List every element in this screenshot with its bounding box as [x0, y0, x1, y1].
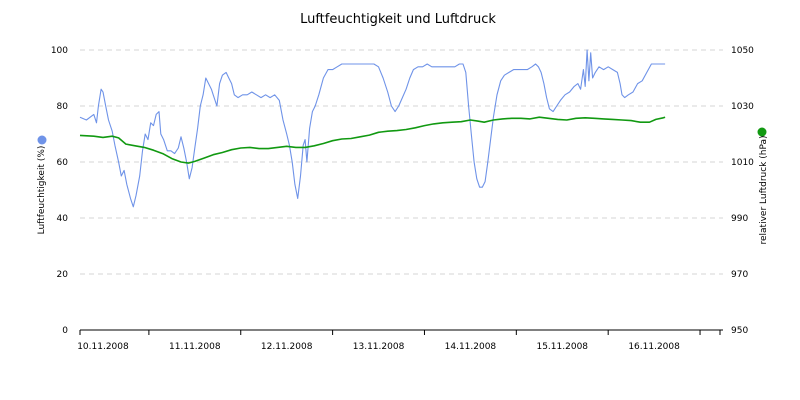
right-tick-label: 1010: [731, 158, 754, 168]
chart-title: Luftfeuchtigkeit und Luftdruck: [300, 12, 496, 27]
humidity-series-line: [79, 49, 666, 208]
x-tick-label: 14.11.2008: [445, 342, 497, 352]
right-axis-tick-labels: 950 970 990 1010 1030 1050: [731, 46, 754, 336]
right-tick-label: 1030: [731, 102, 754, 112]
right-tick-label: 950: [731, 326, 748, 336]
series-layer: [79, 49, 666, 208]
left-tick-label: 40: [57, 214, 69, 224]
x-tick-label: 10.11.2008: [77, 342, 129, 352]
right-tick-label: 970: [731, 270, 748, 280]
pressure-series-line: [79, 116, 666, 164]
x-tick-label: 13.11.2008: [353, 342, 405, 352]
x-tick-label: 16.11.2008: [628, 342, 680, 352]
left-tick-label: 100: [51, 46, 68, 56]
left-tick-label: 80: [57, 102, 69, 112]
left-axis-label: Luftfeuchtigkeit (%): [37, 146, 47, 235]
pressure-legend-dot: [757, 127, 767, 137]
gridlines: [80, 49, 723, 275]
right-tick-label: 1050: [731, 46, 754, 56]
left-tick-label: 20: [57, 270, 69, 280]
left-tick-label: 60: [57, 158, 69, 168]
right-axis-label: relativer Luftdruck (hPa): [759, 135, 769, 244]
left-tick-label: 0: [62, 326, 68, 336]
x-tick-label: 11.11.2008: [169, 342, 221, 352]
x-tick-label: 12.11.2008: [261, 342, 313, 352]
x-axis-tick-labels: 10.11.2008 11.11.2008 12.11.2008 13.11.2008…: [77, 342, 680, 352]
left-axis-tick-labels: 0 20 40 60 80 100: [51, 46, 68, 336]
humidity-legend-dot: [37, 135, 47, 145]
x-axis-ticks: [79, 330, 721, 335]
right-tick-label: 990: [731, 214, 748, 224]
x-tick-label: 15.11.2008: [536, 342, 588, 352]
